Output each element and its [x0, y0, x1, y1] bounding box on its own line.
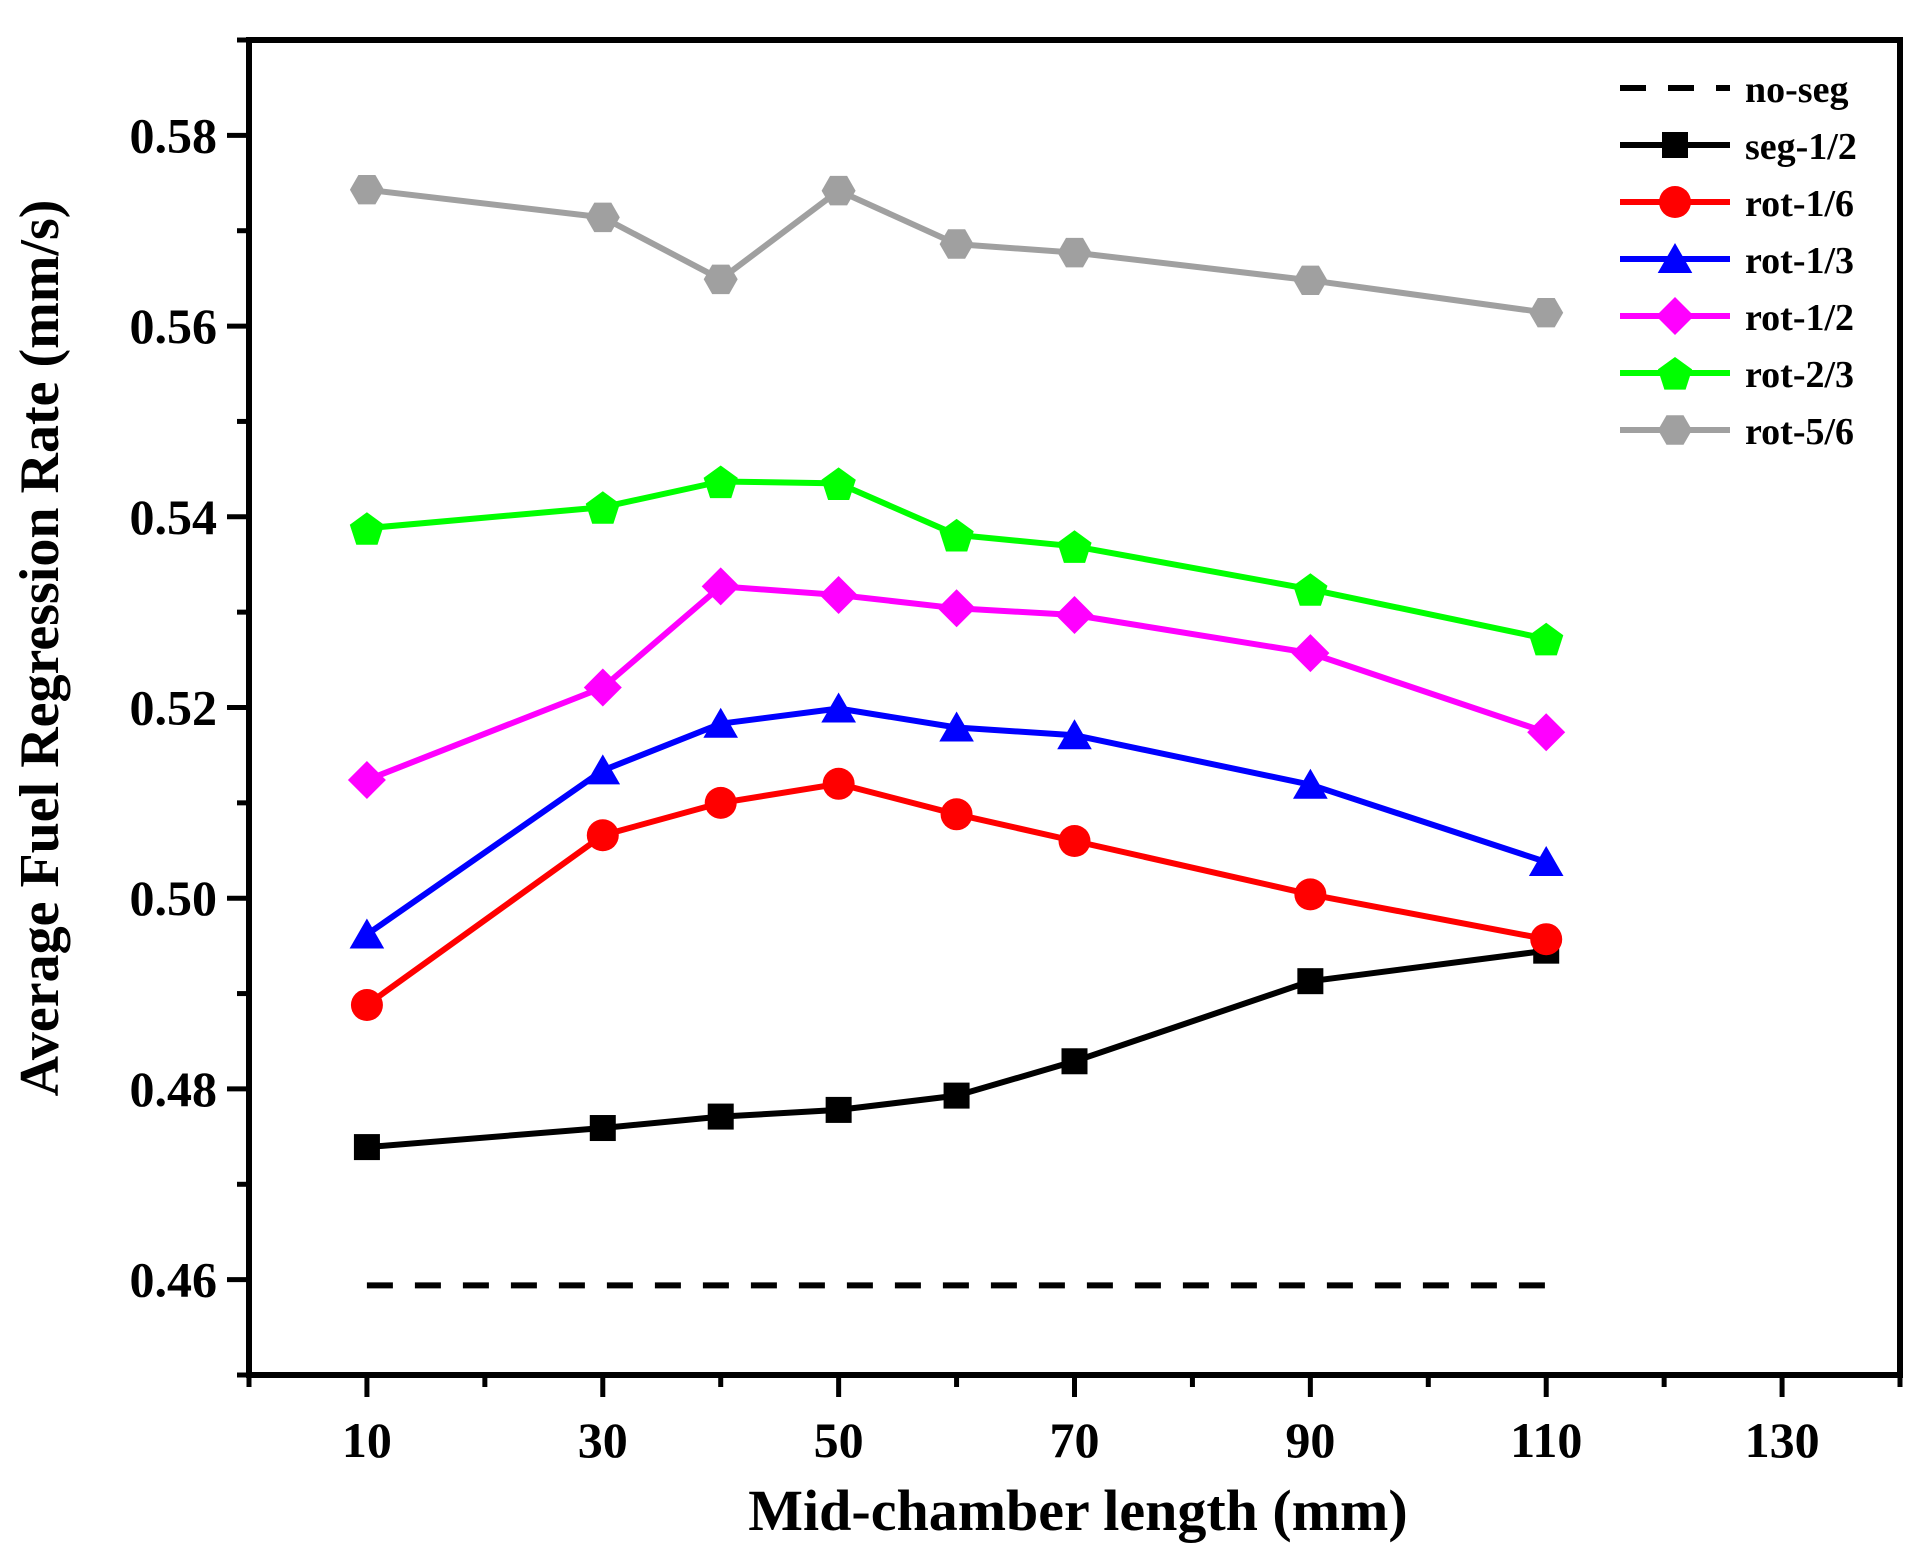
data-point-rot-1-3 [703, 707, 738, 738]
data-point-seg-1-2 [589, 1115, 616, 1142]
data-point-seg-1-2 [353, 1134, 380, 1161]
data-point-rot-1-6 [1530, 923, 1563, 956]
data-point-rot-1-3 [939, 711, 974, 742]
data-point-seg-1-2 [1297, 968, 1324, 995]
data-point-rot-1-2 [937, 589, 976, 628]
data-point-rot-1-3 [821, 692, 856, 723]
data-point-rot-2-3 [703, 465, 738, 499]
data-point-rot-2-3 [1293, 573, 1328, 606]
x-tick-label: 50 [814, 1412, 864, 1468]
data-point-rot-5-6 [585, 202, 620, 233]
y-tick-label: 0.54 [130, 489, 218, 545]
x-tick-label: 30 [578, 1412, 628, 1468]
series-layer [347, 175, 1566, 1289]
data-point-rot-2-3 [1529, 622, 1564, 656]
data-point-rot-1-3 [1293, 768, 1328, 799]
data-point-rot-1-6 [1294, 878, 1327, 911]
y-tick-label: 0.52 [130, 680, 218, 736]
data-point-rot-2-3 [821, 467, 856, 500]
data-point-seg-1-2 [707, 1103, 734, 1130]
axes-layer: 10 30 50 70 90 110 130 0.46 0.48 0.50 0.52 0.54 0.56… [130, 37, 1903, 1468]
data-point-rot-1-3 [349, 918, 385, 949]
x-tick-label: 110 [1510, 1412, 1582, 1468]
data-point-rot-5-6 [1293, 265, 1328, 295]
data-point-rot-1-2 [701, 567, 740, 606]
data-point-rot-5-6 [821, 175, 856, 206]
x-tick-label: 90 [1285, 1412, 1335, 1468]
data-point-rot-5-6 [939, 229, 974, 259]
legend-label-seg-1-2: seg-1/2 [1745, 126, 1857, 168]
data-point-rot-1-6 [822, 767, 855, 800]
legend-marker-rot-2-3 [1657, 357, 1693, 390]
series-line-rot-5-6 [366, 186, 1547, 316]
legend-marker-rot-1-6 [1659, 186, 1691, 218]
series-line-seg-1-2 [366, 947, 1547, 1151]
legend-label-rot-1-6: rot-1/6 [1745, 183, 1854, 225]
data-point-rot-1-6 [586, 819, 619, 852]
data-point-rot-1-3 [1057, 719, 1092, 750]
data-point-rot-2-3 [1057, 530, 1092, 563]
data-point-rot-1-2 [1291, 634, 1330, 673]
data-point-rot-1-2 [1055, 596, 1094, 634]
series-line-rot-1-6 [365, 780, 1547, 1008]
y-tick-label: 0.56 [130, 298, 218, 354]
data-point-rot-1-2 [347, 761, 386, 799]
series-line-rot-1-3 [365, 705, 1548, 937]
legend-marker-rot-5-6 [1658, 415, 1692, 445]
data-point-rot-1-3 [585, 754, 621, 785]
data-point-rot-5-6 [349, 175, 384, 205]
legend-label-rot-5-6: rot-5/6 [1745, 411, 1854, 453]
x-tick-label: 70 [1050, 1412, 1100, 1468]
data-point-rot-1-6 [940, 798, 973, 831]
y-tick-label: 0.46 [130, 1252, 218, 1308]
data-point-rot-2-3 [349, 512, 384, 545]
legend-label-no-seg: no-seg [1745, 69, 1848, 111]
y-tick-label: 0.58 [130, 107, 218, 163]
legend-marker-rot-1-3 [1657, 243, 1693, 273]
legend-marker-seg-1-2 [1662, 132, 1688, 158]
y-tick-label: 0.50 [130, 870, 218, 926]
data-point-rot-1-6 [1058, 825, 1091, 857]
x-tick-label: 130 [1745, 1412, 1820, 1468]
data-point-seg-1-2 [825, 1096, 852, 1123]
series-line-rot-1-2 [365, 583, 1548, 783]
legend: no-seg seg-1/2 rot-1/6 rot-1/3 rot-1/2 rot-2/… [1620, 69, 1857, 453]
legend-label-rot-1-2: rot-1/2 [1745, 297, 1854, 339]
data-point-rot-1-3 [1528, 846, 1564, 876]
legend-marker-rot-1-2 [1656, 297, 1694, 335]
data-point-rot-1-2 [583, 668, 622, 707]
series-line-rot-2-3 [366, 478, 1547, 642]
legend-label-rot-1-3: rot-1/3 [1745, 240, 1854, 282]
y-axis-label: Average Fuel Regression Rate (mm/s) [9, 200, 71, 1097]
data-point-rot-2-3 [939, 518, 974, 552]
data-point-seg-1-2 [943, 1082, 970, 1109]
data-point-rot-1-2 [819, 576, 858, 614]
data-point-rot-1-2 [1527, 713, 1566, 752]
y-tick-label: 0.48 [130, 1061, 218, 1117]
x-axis-label: Mid-chamber length (mm) [748, 1478, 1407, 1543]
data-point-rot-1-6 [350, 989, 383, 1022]
data-point-rot-5-6 [1057, 237, 1092, 268]
data-point-rot-5-6 [703, 264, 738, 295]
data-point-rot-5-6 [1529, 298, 1564, 328]
legend-label-rot-2-3: rot-2/3 [1745, 354, 1854, 396]
data-point-rot-1-6 [704, 786, 737, 819]
data-point-rot-2-3 [585, 491, 620, 524]
data-point-seg-1-2 [1061, 1048, 1088, 1075]
x-tick-label: 10 [342, 1412, 392, 1468]
